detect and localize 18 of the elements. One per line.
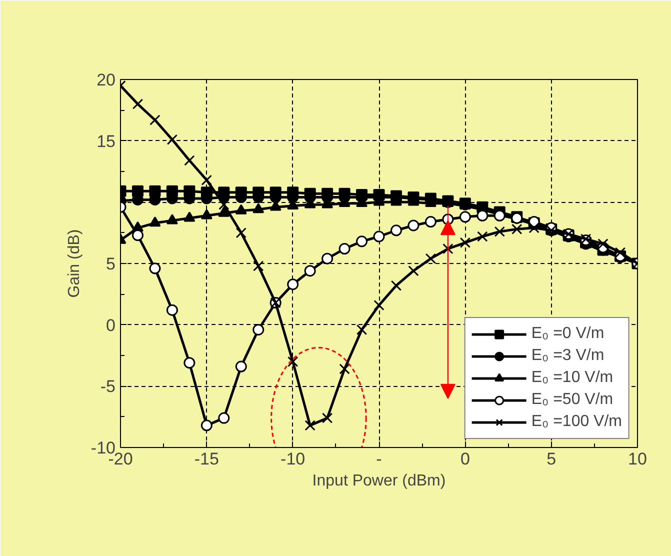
x-tick-label: -10 (280, 450, 306, 468)
y-tick-label: 20 (96, 70, 116, 90)
y-tick-label: -5 (100, 377, 116, 396)
legend-label: E₀ =50 V/m (531, 391, 614, 409)
legend-label: E₀ =0 V/m (531, 325, 604, 343)
y-tick-label: 15 (96, 132, 116, 151)
x-axis-title: Input Power (dBm) (312, 472, 446, 490)
x-tick-label: -15 (194, 450, 219, 468)
x-tick-label: - (376, 450, 382, 468)
x-tick-label: 10 (628, 450, 647, 468)
legend-label: E₀ =10 V/m (531, 369, 614, 387)
y-axis-title: Gain (dB) (66, 229, 83, 298)
y-tick-label: 0 (106, 316, 116, 335)
legend-label: E₀ =100 V/m (531, 413, 622, 431)
legend-label: E₀ =3 V/m (531, 347, 604, 365)
x-tick-label: 5 (546, 450, 556, 468)
x-tick-label: 0 (460, 450, 470, 468)
y-tick-label: 5 (106, 254, 116, 274)
